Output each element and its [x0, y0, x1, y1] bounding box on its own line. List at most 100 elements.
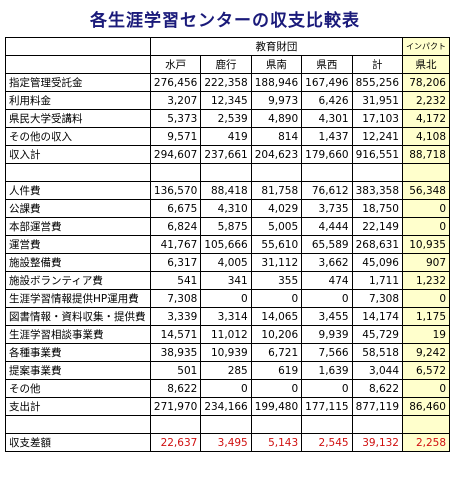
row-label: 各種事業費: [5, 343, 151, 362]
row-label: 図書情報・資料収集・提供費: [5, 307, 151, 326]
table-cell: 3,662: [301, 253, 353, 272]
table-cell: 188,946: [250, 73, 303, 92]
table-cell: 907: [402, 253, 450, 272]
table-cell: 105,666: [200, 235, 252, 254]
revenue-expense-table: 教育財団 インパクト 水戸 鹿行 県南 県西 計 県北 指定管理受託金 276,4…: [5, 37, 450, 452]
table-cell: 0: [200, 289, 252, 308]
table-cell: 14,065: [250, 307, 303, 326]
table-row: 支出計 271,970 234,166 199,480 177,115 877,119 86…: [5, 397, 450, 416]
table-cell: 204,623: [250, 145, 303, 164]
table-cell: 167,496: [301, 73, 353, 92]
table-cell: 541: [149, 271, 202, 290]
table-cell: 86,460: [402, 397, 450, 416]
table-cell: 0: [402, 379, 450, 398]
table-cell: 0: [402, 217, 450, 236]
row-label: 施設ボランティア費: [5, 271, 151, 290]
table-cell: 6,824: [149, 217, 202, 236]
table-cell: 6,675: [149, 199, 202, 218]
table-row: [5, 415, 450, 434]
table-cell: 1,232: [402, 271, 450, 290]
table-cell: 19: [402, 325, 450, 344]
table-cell: [351, 415, 404, 434]
table-cell: 9,571: [149, 127, 202, 146]
table-cell: [250, 415, 303, 434]
table-cell: 8,622: [149, 379, 202, 398]
table-cell: 4,005: [200, 253, 252, 272]
row-label: 県民大学受講料: [5, 109, 151, 128]
table-cell: 1,437: [301, 127, 353, 146]
table-cell: [301, 163, 353, 182]
table-cell: [200, 415, 252, 434]
table-cell: 222,358: [200, 73, 252, 92]
table-cell: 6,572: [402, 361, 450, 380]
table-cell: [351, 163, 404, 182]
table-cell: 76,612: [301, 181, 353, 200]
table-cell: 355: [250, 271, 303, 290]
table-row: 人件費 136,570 88,418 81,758 76,612 383,358 56,34…: [5, 181, 450, 200]
table-cell: 4,890: [250, 109, 303, 128]
column-header: 県南: [250, 55, 303, 74]
table-cell: 3,495: [200, 433, 252, 452]
table-row: 生涯学習相談事業費 14,571 11,012 10,206 9,939 45,729 19: [5, 325, 450, 344]
table-cell: 3,207: [149, 91, 202, 110]
table-cell: 0: [250, 379, 303, 398]
table-cell: 65,589: [301, 235, 353, 254]
table-cell: 9,939: [301, 325, 353, 344]
column-header: 水戸: [149, 55, 202, 74]
table-cell: 234,166: [200, 397, 252, 416]
row-label: 利用料金: [5, 91, 151, 110]
table-cell: 268,631: [351, 235, 404, 254]
table-cell: 4,444: [301, 217, 353, 236]
table-cell: 78,206: [402, 73, 450, 92]
table-cell: 3,735: [301, 199, 353, 218]
row-label: 支出計: [5, 397, 151, 416]
table-row: 利用料金 3,207 12,345 9,973 6,426 31,951 2,232: [5, 91, 450, 110]
table-cell: 56,348: [402, 181, 450, 200]
row-label: 本部運営費: [5, 217, 151, 236]
table-cell: 38,935: [149, 343, 202, 362]
table-cell: [250, 163, 303, 182]
table-cell: 0: [402, 199, 450, 218]
row-label: 提案事業費: [5, 361, 151, 380]
table-cell: 877,119: [351, 397, 404, 416]
table-cell: 45,096: [351, 253, 404, 272]
row-label: 運営費: [5, 235, 151, 254]
table-cell: 88,418: [200, 181, 252, 200]
table-cell: 14,174: [351, 307, 404, 326]
table-row: その他 8,622 0 0 0 8,622 0: [5, 379, 450, 398]
table-cell: 285: [200, 361, 252, 380]
table-row: 収支差額 22,637 3,495 5,143 2,545 39,132 2,258: [5, 433, 450, 452]
table-cell: 0: [250, 289, 303, 308]
table-cell: [301, 415, 353, 434]
table-cell: 31,112: [250, 253, 303, 272]
table-cell: 294,607: [149, 145, 202, 164]
table-cell: 179,660: [301, 145, 353, 164]
table-row: 収入計 294,607 237,661 204,623 179,660 916,551 88…: [5, 145, 450, 164]
table-cell: 0: [301, 289, 353, 308]
row-label: 指定管理受託金: [5, 73, 151, 92]
table-cell: 4,310: [200, 199, 252, 218]
table-cell: 4,172: [402, 109, 450, 128]
table-cell: 9,242: [402, 343, 450, 362]
table-row: 生涯学習情報提供HP運用費 7,308 0 0 0 7,308 0: [5, 289, 450, 308]
table-cell: [149, 415, 202, 434]
table-cell: 9,973: [250, 91, 303, 110]
row-label: 人件費: [5, 181, 151, 200]
table-cell: 6,721: [250, 343, 303, 362]
table-cell: 1,711: [351, 271, 404, 290]
header-row-columns: 水戸 鹿行 県南 県西 計 県北: [5, 55, 450, 74]
table-cell: 383,358: [351, 181, 404, 200]
header-empty-cell: [5, 37, 151, 56]
table-cell: 0: [402, 289, 450, 308]
header-row-group: 教育財団 インパクト: [5, 37, 450, 56]
table-cell: 39,132: [351, 433, 404, 452]
row-label: [5, 415, 151, 434]
table-cell: 237,661: [200, 145, 252, 164]
impact-header-cell: インパクト: [402, 37, 450, 56]
table-cell: 81,758: [250, 181, 303, 200]
table-row: 各種事業費 38,935 10,939 6,721 7,566 58,518 9,242: [5, 343, 450, 362]
table-cell: 177,115: [301, 397, 353, 416]
table-cell: 474: [301, 271, 353, 290]
table-cell: 4,108: [402, 127, 450, 146]
table-cell: 2,539: [200, 109, 252, 128]
